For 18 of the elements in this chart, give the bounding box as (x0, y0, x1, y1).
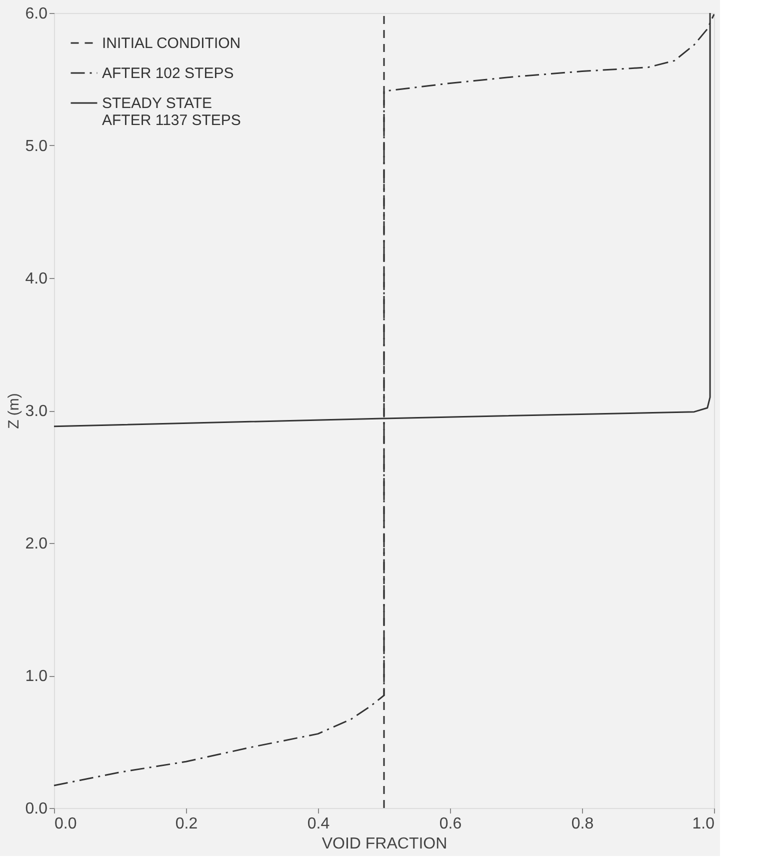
y-tick-label: 4.0 (25, 270, 48, 288)
x-tick-label: 0.8 (571, 816, 594, 832)
y-tick-label: 1.0 (25, 668, 48, 685)
legend-label: INITIAL CONDITION (102, 35, 241, 52)
x-tick-label: 0.0 (54, 816, 77, 832)
y-tick-label: 6.0 (25, 6, 48, 22)
legend-label: STEADY STATE AFTER 1137 STEPS (102, 95, 241, 129)
x-tick-label: 0.4 (307, 816, 330, 832)
y-tick-label: 5.0 (25, 138, 48, 155)
y-tick-label: 2.0 (25, 536, 48, 552)
x-axis-title: VOID FRACTION (322, 836, 448, 852)
x-tick-label: 0.6 (439, 816, 462, 832)
x-tick-label: 0.2 (175, 816, 198, 832)
y-tick-label: 3.0 (25, 403, 48, 420)
y-axis-title: Z (m) (5, 393, 22, 429)
x-tick-label: 1.0 (692, 816, 715, 832)
y-tick-label: 0.0 (25, 800, 48, 818)
legend-label: AFTER 102 STEPS (102, 65, 234, 82)
